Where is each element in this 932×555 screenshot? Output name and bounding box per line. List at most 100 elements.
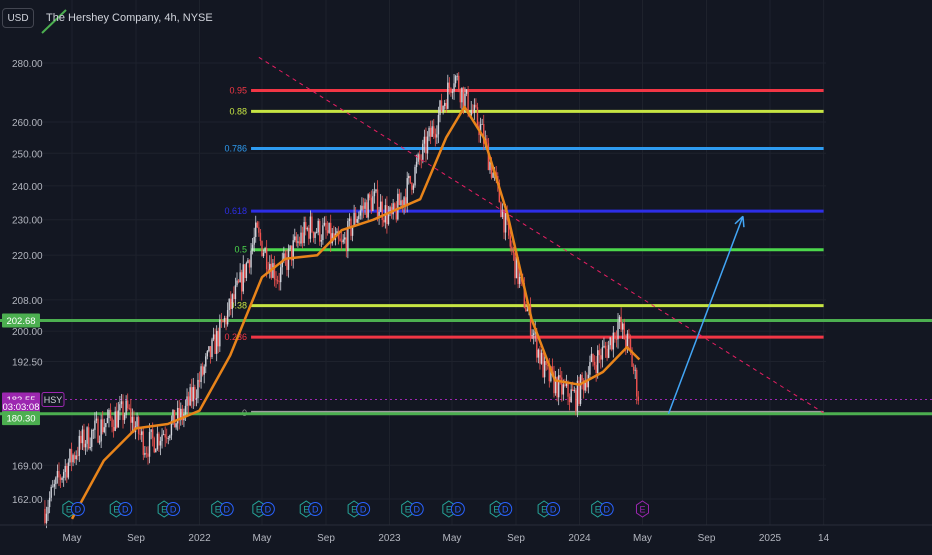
- candle: [226, 302, 229, 327]
- candle: [383, 217, 385, 227]
- candle: [189, 383, 191, 407]
- svg-text:E: E: [351, 505, 357, 515]
- candle: [426, 131, 429, 160]
- dividend-marker[interactable]: D: [308, 502, 323, 516]
- candle: [294, 228, 296, 243]
- candle: [225, 315, 227, 331]
- candle: [209, 345, 212, 364]
- candle: [470, 100, 472, 118]
- candle: [126, 393, 129, 412]
- fib-level-label: 0.236: [225, 332, 248, 342]
- candle: [239, 263, 241, 283]
- grid: [40, 0, 826, 525]
- candle: [173, 409, 176, 428]
- candle: [514, 252, 516, 285]
- candle: [261, 240, 263, 257]
- x-tick-label: Sep: [698, 533, 716, 544]
- dividend-marker[interactable]: D: [118, 502, 133, 516]
- x-tick-label: Sep: [127, 533, 145, 544]
- candle: [231, 293, 234, 318]
- y-tick-label: 200.00: [12, 327, 43, 338]
- candle: [242, 255, 244, 295]
- candle: [236, 272, 238, 288]
- dividend-marker[interactable]: D: [409, 502, 424, 516]
- candle: [91, 428, 93, 452]
- candle: [301, 226, 304, 249]
- candle: [61, 476, 63, 483]
- candle: [326, 221, 329, 236]
- candle: [98, 435, 101, 445]
- dividend-marker[interactable]: D: [166, 502, 181, 516]
- candle: [607, 340, 610, 359]
- x-tick-label: 2022: [188, 533, 211, 544]
- candle: [362, 197, 365, 219]
- svg-text:D: D: [603, 505, 610, 515]
- dividend-marker[interactable]: D: [356, 502, 371, 516]
- candle: [222, 319, 224, 323]
- dividend-marker[interactable]: D: [219, 502, 234, 516]
- candle: [80, 431, 82, 450]
- dividend-marker[interactable]: D: [599, 502, 614, 516]
- candle: [492, 172, 494, 178]
- candle: [604, 341, 607, 358]
- svg-text:E: E: [256, 505, 262, 515]
- dividend-marker[interactable]: D: [498, 502, 513, 516]
- svg-text:E: E: [113, 505, 119, 515]
- dividend-marker[interactable]: D: [546, 502, 561, 516]
- candle: [117, 401, 120, 428]
- candle: [417, 152, 419, 165]
- candle: [289, 245, 291, 252]
- candle: [593, 355, 596, 370]
- svg-text:D: D: [360, 505, 367, 515]
- candle: [581, 372, 583, 390]
- price-axis-label: 202.68: [2, 313, 40, 328]
- candle: [364, 198, 366, 215]
- candle: [205, 353, 207, 374]
- candle: [311, 212, 313, 234]
- svg-text:E: E: [446, 505, 452, 515]
- candle: [518, 271, 521, 288]
- candle: [295, 232, 298, 247]
- candle: [372, 189, 374, 212]
- x-tick-label: 2023: [378, 533, 401, 544]
- price-axis-label: 03:03:08: [2, 399, 40, 414]
- candle: [465, 88, 468, 97]
- svg-text:180.30: 180.30: [6, 414, 35, 425]
- candle: [73, 451, 76, 464]
- dividend-marker[interactable]: D: [70, 502, 85, 516]
- x-tick-label: May: [443, 533, 462, 544]
- candle: [303, 216, 305, 247]
- candle: [286, 249, 288, 277]
- candle: [621, 322, 624, 340]
- candle: [576, 375, 579, 418]
- candle: [454, 74, 457, 88]
- candle: [276, 275, 279, 285]
- candle: [211, 337, 213, 360]
- candle: [251, 237, 254, 255]
- x-tick-label: May: [63, 533, 82, 544]
- candle: [244, 264, 246, 283]
- dividend-marker[interactable]: D: [450, 502, 465, 516]
- fib-level-label: 0.618: [225, 206, 248, 216]
- candle: [141, 427, 143, 443]
- candle: [428, 126, 430, 142]
- dividend-marker[interactable]: D: [260, 502, 275, 516]
- currency-button[interactable]: USD: [2, 8, 34, 28]
- candle: [220, 313, 223, 328]
- candle: [180, 402, 182, 426]
- candle: [620, 307, 622, 333]
- svg-text:03:03:08: 03:03:08: [3, 402, 40, 413]
- candle: [398, 188, 401, 206]
- candle: [397, 188, 399, 221]
- candle: [543, 353, 546, 384]
- candle: [539, 345, 541, 370]
- candle: [342, 234, 344, 245]
- earnings-marker[interactable]: E: [635, 500, 649, 518]
- candle: [112, 419, 115, 438]
- symbol-tag[interactable]: HSY: [41, 391, 65, 407]
- candle: [162, 430, 165, 436]
- candle: [58, 462, 60, 487]
- svg-text:D: D: [223, 505, 230, 515]
